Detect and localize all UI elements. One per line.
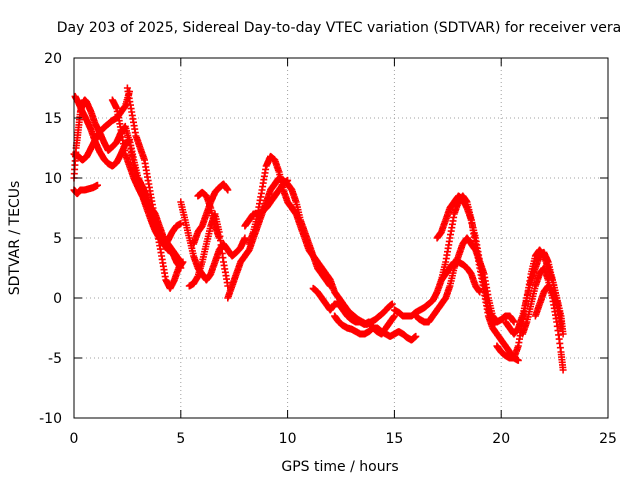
x-tick-label: 25 xyxy=(599,431,617,447)
series-10 xyxy=(194,188,223,242)
series-1-markers xyxy=(70,181,101,198)
y-tick-label: 15 xyxy=(44,111,62,127)
data-points xyxy=(70,84,567,374)
series-7 xyxy=(177,198,249,284)
y-tick-label: 10 xyxy=(44,171,62,187)
y-tick-label: 5 xyxy=(53,231,62,247)
series-10-markers xyxy=(194,188,223,242)
axis-ticks xyxy=(73,57,609,419)
series-8-markers xyxy=(185,210,232,290)
series-13 xyxy=(241,176,292,230)
x-tick-label: 20 xyxy=(492,431,510,447)
series-22 xyxy=(502,246,567,338)
series-7-markers xyxy=(177,198,249,284)
x-tick-label: 10 xyxy=(279,431,297,447)
series-16-markers xyxy=(337,300,396,328)
chart-title: Day 203 of 2025, Sidereal Day-to-day VTE… xyxy=(57,20,621,36)
series-15 xyxy=(331,312,420,344)
series-1 xyxy=(70,181,101,198)
x-axis-label: GPS time / hours xyxy=(281,459,398,475)
y-tick-label: -10 xyxy=(39,411,62,427)
y-tick-label: 20 xyxy=(44,51,62,67)
x-tick-label: 15 xyxy=(385,431,403,447)
series-19-markers xyxy=(433,192,522,364)
series-22-markers xyxy=(502,246,567,338)
series-20-markers xyxy=(437,258,484,296)
series-6 xyxy=(123,84,187,292)
y-tick-label: 0 xyxy=(53,291,62,307)
series-8 xyxy=(185,210,232,290)
series-24 xyxy=(531,282,565,332)
y-axis-label: SDTVAR / TECUs xyxy=(7,181,23,296)
series-19 xyxy=(433,192,522,364)
tick-labels: 0 5 10 15 20 25 -10 -5 0 5 10 15 20 xyxy=(39,51,617,447)
grid-lines xyxy=(74,58,608,418)
x-tick-label: 5 xyxy=(176,431,185,447)
series-24-markers xyxy=(531,282,565,332)
x-tick-label: 0 xyxy=(70,431,79,447)
series-6-markers xyxy=(123,84,187,292)
y-tick-label: -5 xyxy=(48,351,62,367)
series-16 xyxy=(337,300,396,328)
series-13-markers xyxy=(241,176,292,230)
series-15-markers xyxy=(331,312,420,344)
series-20 xyxy=(437,258,484,296)
